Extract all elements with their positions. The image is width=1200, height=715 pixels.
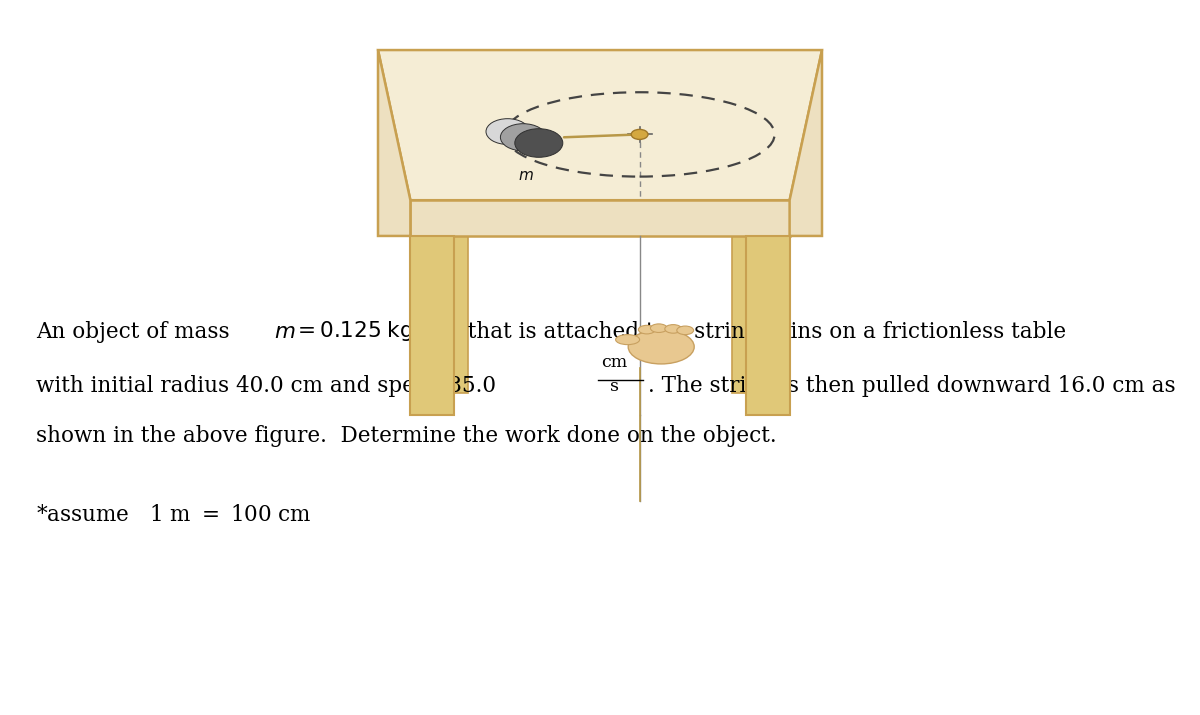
- Polygon shape: [432, 229, 468, 393]
- Ellipse shape: [677, 326, 694, 335]
- Circle shape: [486, 119, 529, 144]
- Polygon shape: [410, 200, 790, 236]
- Ellipse shape: [638, 325, 655, 334]
- Polygon shape: [790, 50, 822, 236]
- Text: An object of mass: An object of mass: [36, 321, 229, 343]
- Text: $= 0.125\;\mathrm{kg}$: $= 0.125\;\mathrm{kg}$: [293, 319, 413, 343]
- Polygon shape: [410, 236, 454, 415]
- Text: cm: cm: [601, 354, 628, 371]
- Ellipse shape: [665, 325, 682, 333]
- Polygon shape: [378, 50, 822, 200]
- Text: that is attached to a string spins on a frictionless table: that is attached to a string spins on a …: [454, 321, 1066, 343]
- Text: $m$: $m$: [517, 169, 534, 183]
- Text: . The string is then pulled downward 16.0 cm as: . The string is then pulled downward 16.…: [648, 375, 1176, 397]
- Circle shape: [515, 129, 563, 157]
- Ellipse shape: [616, 335, 640, 345]
- Polygon shape: [746, 236, 790, 415]
- Text: *assume   1 m $=$ 100 cm: *assume 1 m $=$ 100 cm: [36, 503, 312, 526]
- Ellipse shape: [629, 330, 695, 364]
- Polygon shape: [732, 229, 768, 393]
- Circle shape: [631, 129, 648, 139]
- Text: with initial radius 40.0 cm and speed 85.0: with initial radius 40.0 cm and speed 85…: [36, 375, 496, 397]
- Text: shown in the above figure.  Determine the work done on the object.: shown in the above figure. Determine the…: [36, 425, 776, 447]
- Text: $m$: $m$: [274, 321, 295, 343]
- Text: s: s: [610, 378, 619, 395]
- Polygon shape: [378, 50, 410, 236]
- Circle shape: [500, 124, 546, 151]
- Ellipse shape: [650, 324, 667, 332]
